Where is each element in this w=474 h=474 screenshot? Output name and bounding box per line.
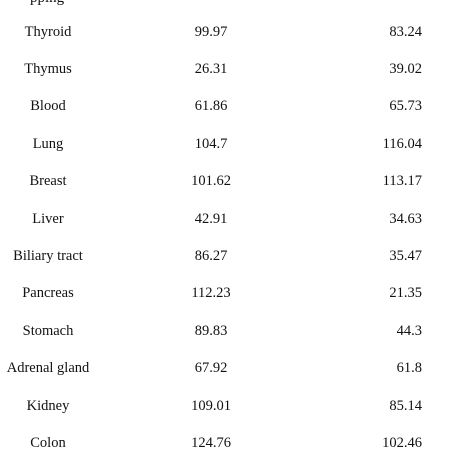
value-cell-1: 99.97	[194, 23, 228, 40]
value-cell-2: 102.46	[382, 434, 422, 451]
value-cell-1: 104.7	[194, 135, 228, 152]
table-row: Stomach 89.83 44.3	[0, 312, 474, 349]
value-cell-1: 26.31	[194, 61, 228, 78]
value-cell-1: 67.92	[194, 360, 228, 377]
organ-cell: Breast	[29, 173, 67, 190]
table-header-partial: pping	[30, 0, 64, 6]
data-table: Thyroid 99.97 83.24 Thymus 26.31 39.02 B…	[0, 13, 474, 462]
value-cell-1: 101.62	[191, 173, 231, 190]
organ-cell: Adrenal gland	[6, 360, 90, 377]
value-cell-2: 39.02	[389, 61, 422, 78]
organ-cell: Stomach	[22, 322, 74, 339]
value-cell-1: 86.27	[194, 248, 228, 265]
table-row: Thymus 26.31 39.02	[0, 50, 474, 87]
value-cell-2: 34.63	[389, 210, 422, 227]
organ-cell: Thymus	[24, 61, 72, 78]
value-cell-1: 42.91	[194, 210, 228, 227]
organ-cell: Colon	[30, 434, 66, 451]
value-cell-2: 116.04	[382, 135, 422, 152]
value-cell-2: 85.14	[389, 397, 422, 414]
value-cell-1: 124.76	[191, 434, 231, 451]
value-cell-2: 113.17	[382, 173, 422, 190]
table-row: Liver 42.91 34.63	[0, 200, 474, 237]
table-row: Pancreas 112.23 21.35	[0, 275, 474, 312]
value-cell-1: 61.86	[194, 98, 228, 115]
table-row: Colon 124.76 102.46	[0, 424, 474, 461]
value-cell-2: 65.73	[389, 98, 422, 115]
value-cell-2: 44.3	[396, 322, 422, 339]
organ-cell: Blood	[30, 98, 66, 115]
organ-cell: Kidney	[26, 397, 70, 414]
organ-cell: Pancreas	[22, 285, 74, 302]
table-row: Biliary tract 86.27 35.47	[0, 237, 474, 274]
table-row: Adrenal gland 67.92 61.8	[0, 350, 474, 387]
value-cell-2: 35.47	[389, 248, 422, 265]
organ-cell: Thyroid	[24, 23, 72, 40]
value-cell-2: 61.8	[396, 360, 422, 377]
value-cell-1: 89.83	[194, 322, 228, 339]
organ-cell: Lung	[32, 135, 64, 152]
value-cell-1: 109.01	[191, 397, 231, 414]
organ-cell: Biliary tract	[13, 248, 83, 265]
value-cell-2: 83.24	[389, 23, 422, 40]
table-row: Blood 61.86 65.73	[0, 88, 474, 125]
value-cell-2: 21.35	[389, 285, 422, 302]
table-row: Lung 104.7 116.04	[0, 125, 474, 162]
organ-cell: Liver	[32, 210, 64, 227]
value-cell-1: 112.23	[191, 285, 231, 302]
table-row: Thyroid 99.97 83.24	[0, 13, 474, 50]
table-row: Kidney 109.01 85.14	[0, 387, 474, 424]
table-row: Breast 101.62 113.17	[0, 163, 474, 200]
